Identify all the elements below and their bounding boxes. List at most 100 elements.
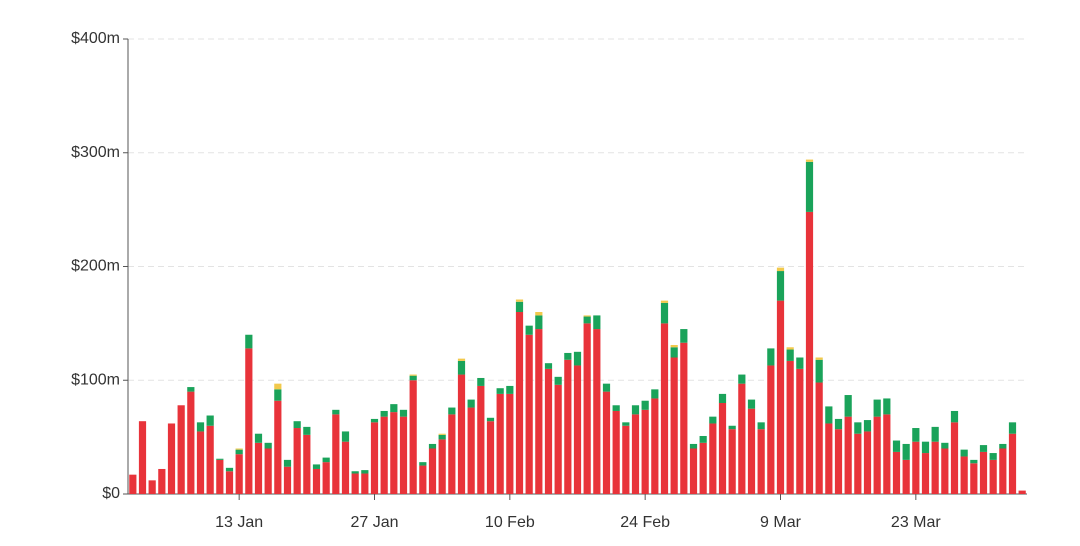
bar-segment bbox=[660, 323, 669, 494]
bar-segment bbox=[235, 449, 243, 455]
bar-segment bbox=[370, 422, 379, 494]
bar-segment bbox=[457, 360, 466, 375]
bar-segment bbox=[776, 300, 785, 494]
bar-segment bbox=[206, 425, 214, 494]
bar-segment bbox=[786, 347, 794, 350]
bar-segment bbox=[274, 383, 282, 390]
bar-segment bbox=[883, 414, 891, 494]
bar-segment bbox=[564, 359, 572, 494]
bar-segment bbox=[825, 423, 833, 494]
bar-segment bbox=[631, 405, 640, 415]
bar-segment bbox=[370, 418, 379, 423]
bar-segment bbox=[718, 403, 727, 494]
bar-segment bbox=[921, 453, 930, 494]
bar-segment bbox=[660, 300, 669, 303]
x-tick-label: 10 Feb bbox=[485, 514, 535, 531]
bar-segment bbox=[283, 459, 292, 467]
bar-segment bbox=[216, 458, 224, 460]
bar-segment bbox=[245, 348, 253, 494]
bar-segment bbox=[718, 393, 727, 403]
y-tick-label: $200m bbox=[71, 258, 120, 275]
bar-segment bbox=[602, 383, 611, 392]
bar-segment bbox=[709, 423, 717, 494]
bar-segment bbox=[283, 466, 292, 494]
bar-segment bbox=[796, 368, 804, 494]
bar-segment bbox=[235, 448, 243, 450]
bar-segment bbox=[515, 299, 524, 302]
bar-segment bbox=[728, 425, 736, 430]
bar-segment bbox=[293, 421, 301, 429]
bar-segment bbox=[767, 365, 775, 494]
bar-segment bbox=[999, 448, 1007, 494]
bar-segment bbox=[767, 348, 775, 366]
bar-segment bbox=[409, 380, 417, 494]
bar-segment bbox=[757, 429, 765, 494]
bar-segment bbox=[428, 448, 437, 494]
bar-segment bbox=[225, 467, 234, 472]
bar-segment bbox=[274, 400, 282, 494]
bar-segment bbox=[844, 416, 852, 494]
bar-segment bbox=[138, 421, 147, 494]
bar-segment bbox=[622, 425, 630, 494]
bar-segment bbox=[641, 409, 649, 494]
bar-segment bbox=[293, 428, 301, 494]
bar-segment bbox=[892, 440, 901, 452]
bar-segment bbox=[844, 395, 852, 417]
bar-segment bbox=[506, 385, 514, 394]
bar-segment bbox=[332, 414, 340, 494]
bar-segment bbox=[950, 410, 959, 423]
bar-segment bbox=[1008, 422, 1017, 434]
x-tick-label: 13 Jan bbox=[215, 514, 263, 531]
bar-segment bbox=[931, 426, 939, 442]
bar-segment bbox=[738, 383, 746, 494]
bar-segment bbox=[312, 464, 321, 469]
bar-segment bbox=[970, 459, 978, 464]
bar-segment bbox=[187, 387, 195, 392]
bar-segment bbox=[912, 428, 920, 442]
bar-segment bbox=[670, 347, 678, 358]
bar-segment bbox=[506, 393, 514, 494]
bar-segment bbox=[689, 443, 698, 449]
bar-segment bbox=[196, 422, 205, 432]
bar-segment bbox=[883, 398, 891, 415]
bar-segment bbox=[554, 376, 562, 385]
bar-segment bbox=[970, 463, 978, 494]
bar-segment bbox=[950, 422, 959, 494]
bar-segment bbox=[322, 457, 330, 463]
bar-segment bbox=[912, 441, 920, 494]
x-tick-label: 27 Jan bbox=[350, 514, 398, 531]
bar-segment bbox=[448, 407, 456, 415]
bar-segment bbox=[457, 374, 466, 494]
bar-segment bbox=[496, 388, 504, 394]
bar-segment bbox=[583, 316, 591, 324]
bar-segment bbox=[196, 431, 205, 494]
bar-segment bbox=[670, 357, 678, 494]
bar-segment bbox=[902, 459, 910, 494]
bar-segment bbox=[699, 442, 707, 494]
bar-segment bbox=[254, 442, 263, 494]
bar-segment bbox=[467, 399, 475, 408]
bar-segment bbox=[805, 161, 814, 212]
bar-segment bbox=[593, 329, 601, 494]
bar-segment bbox=[303, 426, 311, 435]
bar-segment bbox=[941, 442, 949, 449]
bar-segment bbox=[457, 358, 466, 361]
bar-segment bbox=[680, 342, 688, 494]
bar-segment bbox=[399, 409, 408, 417]
bar-segment bbox=[863, 431, 872, 494]
bar-segment bbox=[863, 420, 872, 432]
y-tick-label: $400m bbox=[71, 30, 120, 47]
bar-segment bbox=[941, 448, 949, 494]
bar-segment bbox=[245, 334, 253, 349]
bar-segment bbox=[641, 400, 649, 410]
bar-segment bbox=[264, 442, 272, 449]
bar-segment bbox=[602, 391, 611, 494]
bar-segment bbox=[390, 404, 398, 413]
bar-segment bbox=[477, 377, 485, 386]
bar-segment bbox=[525, 334, 533, 494]
bar-segment bbox=[477, 385, 485, 494]
bar-segment bbox=[486, 421, 495, 494]
bar-segment bbox=[921, 441, 930, 454]
bar-segment bbox=[351, 473, 359, 494]
